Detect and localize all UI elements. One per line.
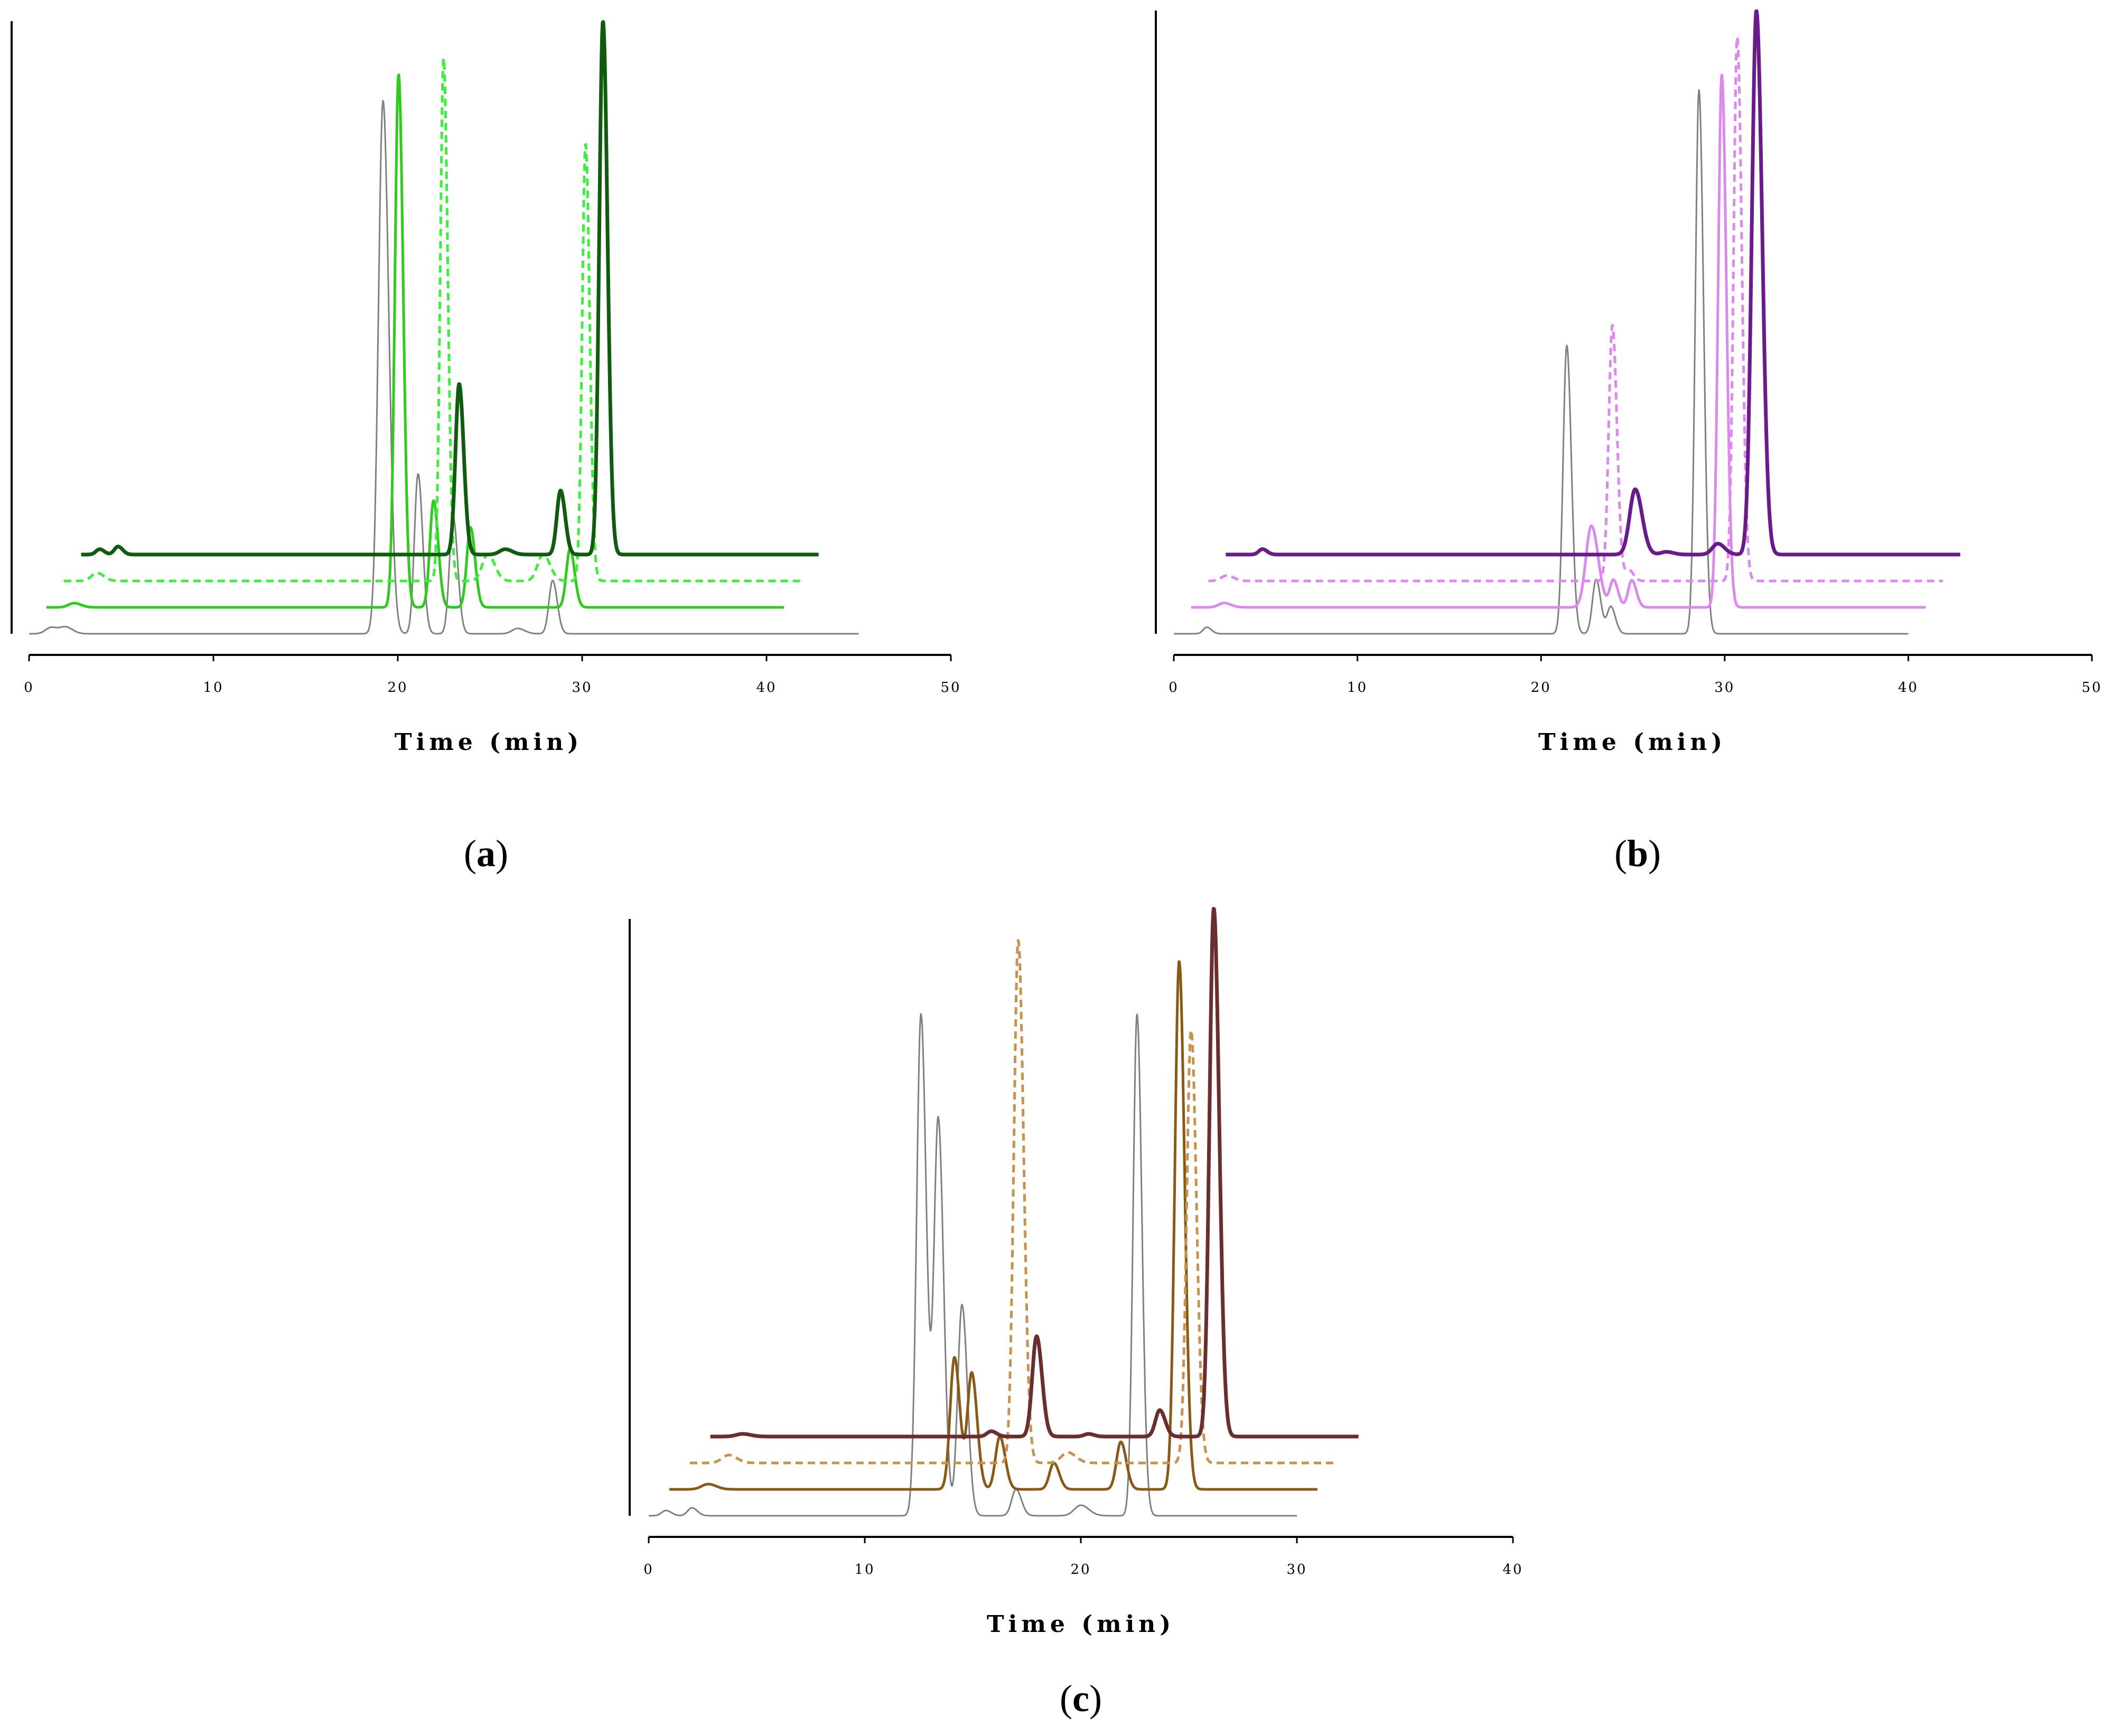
chromatogram-c: 0 10 20 30 40 Time (min) (c) — [629, 907, 1523, 1720]
x-tick-label: 40 — [1898, 680, 1919, 696]
panel-a: 0 10 20 30 40 50 Time (min) (a) — [0, 0, 1004, 898]
series-line-sample-1 — [668, 960, 1319, 1491]
tick-group: 0 10 20 30 40 — [643, 1537, 1523, 1578]
x-tick-label: 10 — [203, 680, 223, 696]
trace-group — [29, 20, 859, 635]
panel-c: 0 10 20 30 40 Time (min) (c) — [613, 898, 1564, 1736]
x-axis-title: Time (min) — [987, 1611, 1175, 1638]
panel-b: 0 10 20 30 40 50 Time (min) (b) — [1130, 0, 2112, 898]
x-tick-label: 20 — [1070, 1562, 1091, 1578]
x-tick-label: 20 — [387, 680, 408, 696]
x-tick-label: 0 — [1169, 680, 1179, 696]
x-axis-title: Time (min) — [1538, 729, 1726, 756]
series-line-reference — [1173, 89, 1909, 635]
x-tick-label: 40 — [1502, 1562, 1523, 1578]
x-tick-label: 40 — [756, 680, 777, 696]
x-tick-label: 50 — [2081, 680, 2102, 696]
x-tick-label: 0 — [643, 1562, 654, 1578]
x-tick-label: 30 — [572, 680, 592, 696]
x-tick-label: 20 — [1531, 680, 1552, 696]
panel-caption: (a) — [464, 832, 508, 875]
tick-group: 0 10 20 30 40 50 — [24, 655, 961, 696]
series-line-sample-2 — [689, 939, 1339, 1465]
x-tick-label: 0 — [24, 680, 34, 696]
series-line-sample-1 — [45, 73, 785, 609]
trace-group — [648, 907, 1360, 1517]
x-tick-label: 30 — [1714, 680, 1735, 696]
x-tick-label: 50 — [940, 680, 961, 696]
x-tick-label: 10 — [1347, 680, 1368, 696]
series-line-sample-3 — [1224, 9, 1962, 557]
chromatogram-a: 0 10 20 30 40 50 Time (min) (a) — [11, 20, 961, 875]
series-line-sample-1 — [1190, 73, 1927, 609]
series-line-reference — [648, 1013, 1297, 1517]
x-tick-label: 30 — [1286, 1562, 1307, 1578]
panel-caption: (b) — [1614, 832, 1661, 875]
series-line-sample-2 — [1208, 35, 1944, 583]
chromatogram-b: 0 10 20 30 40 50 Time (min) (b) — [1155, 9, 2102, 875]
x-axis-title: Time (min) — [395, 729, 583, 756]
tick-group: 0 10 20 30 40 50 — [1169, 655, 2102, 696]
x-tick-label: 10 — [854, 1562, 875, 1578]
panel-caption: (c) — [1060, 1677, 1102, 1720]
series-line-sample-3 — [80, 20, 820, 557]
series-line-sample-2 — [63, 57, 802, 583]
trace-group — [1173, 9, 1962, 635]
series-line-reference — [29, 100, 859, 635]
series-line-sample-3 — [709, 907, 1360, 1439]
